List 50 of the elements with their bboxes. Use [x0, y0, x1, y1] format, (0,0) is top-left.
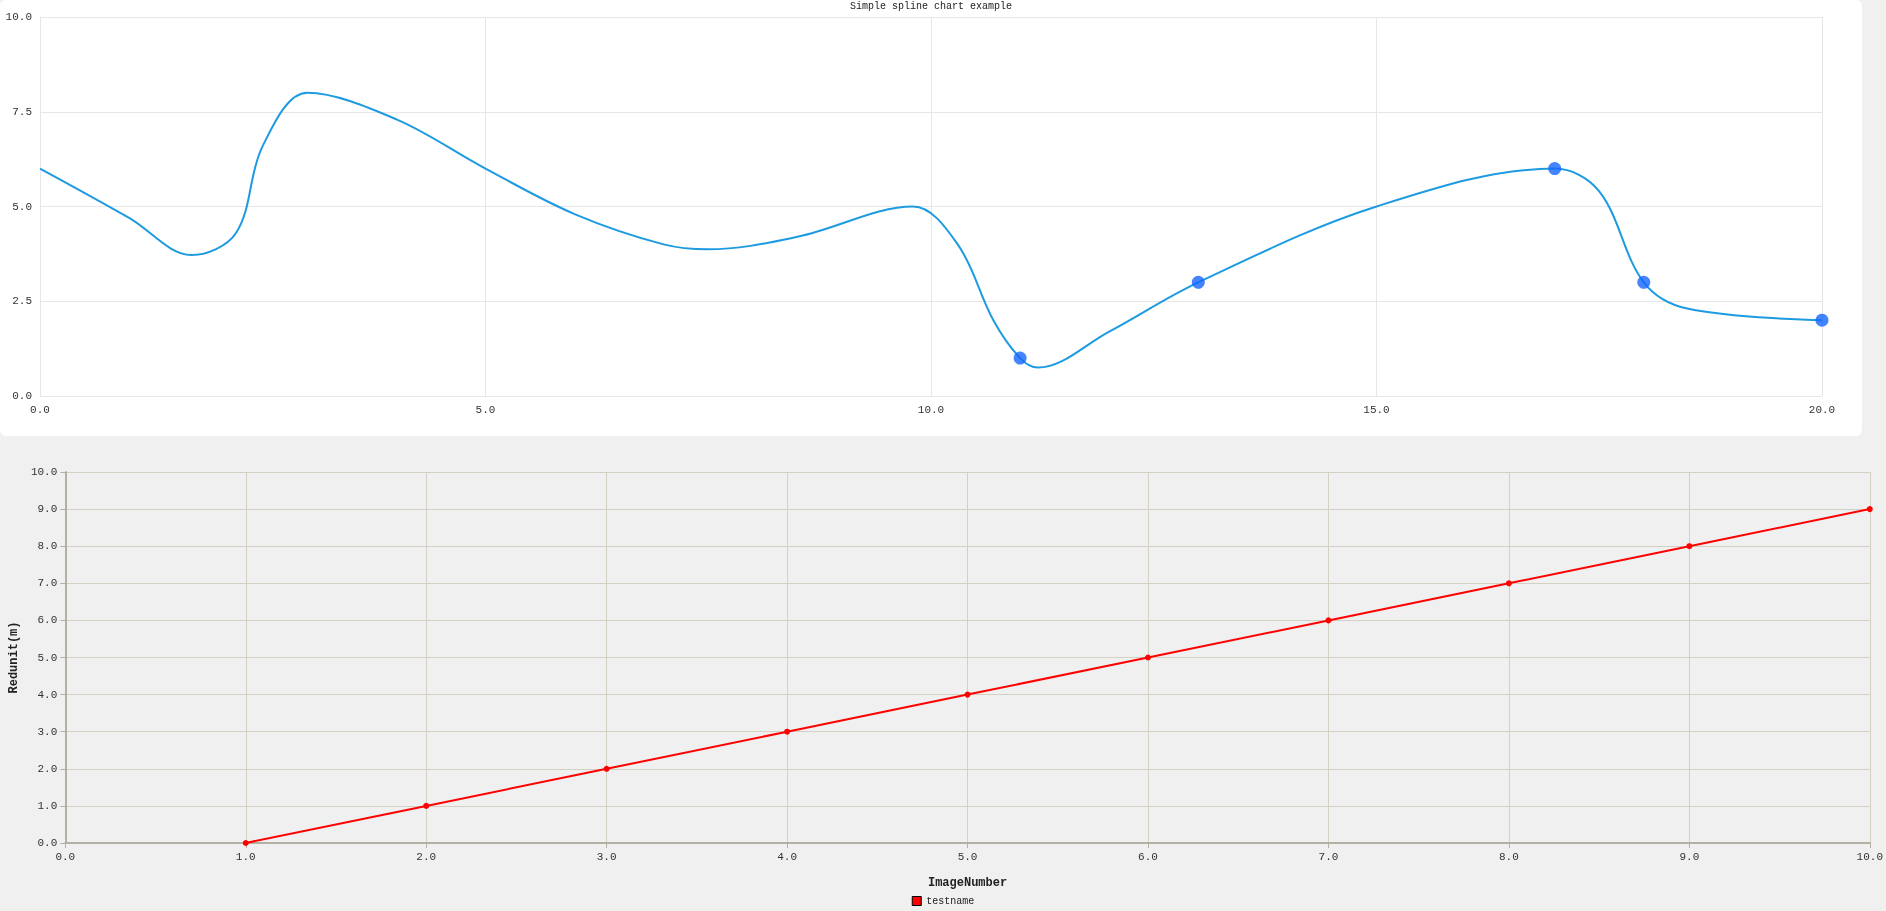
y-tick-label: 7.0 [37, 577, 58, 590]
chart-title: Simple spline chart example [849, 0, 1013, 12]
point [1686, 543, 1693, 550]
y-tick-label: 2.5 [12, 295, 32, 308]
y-tick-label: 7.5 [12, 105, 32, 118]
y-tick-label: 5.0 [12, 200, 32, 213]
x-tick-label: 10.0 [1856, 850, 1883, 863]
x-tick-label: 5.0 [475, 403, 496, 416]
y-tick-label: 3.0 [37, 725, 58, 738]
y-tick-label: 2.0 [37, 762, 58, 775]
point [1145, 654, 1151, 661]
y-axis-title: Redunit(m) [7, 621, 21, 694]
point [1013, 351, 1027, 365]
point [784, 728, 791, 735]
x-tick-label: 8.0 [1498, 850, 1519, 863]
point [1191, 275, 1205, 289]
y-tick-label: 10.0 [5, 11, 32, 23]
point [242, 840, 249, 846]
x-tick-label: 9.0 [1679, 850, 1700, 863]
x-tick-label: 3.0 [596, 850, 617, 863]
x-tick-label: 1.0 [235, 850, 256, 863]
point [964, 691, 971, 698]
point [423, 802, 430, 809]
point [1866, 506, 1873, 513]
point [1325, 617, 1332, 624]
point [1815, 313, 1829, 327]
x-tick-label: 2.0 [416, 850, 437, 863]
x-tick-label: 4.0 [777, 850, 798, 863]
point [1548, 162, 1562, 176]
x-tick-label: 0.0 [55, 850, 76, 863]
legend-label: testname [926, 895, 975, 907]
y-tick-label: 4.0 [37, 688, 58, 701]
x-axis-title: ImageNumber [927, 876, 1008, 890]
point [1505, 580, 1512, 587]
point [603, 765, 610, 772]
y-tick-label: 8.0 [37, 540, 58, 553]
x-tick-label: 20.0 [1808, 403, 1836, 416]
point [1637, 275, 1651, 289]
y-tick-label: 0.0 [12, 390, 32, 402]
x-tick-label: 10.0 [917, 403, 945, 416]
y-tick-label: 0.0 [37, 837, 58, 849]
y-tick-label: 1.0 [37, 799, 58, 812]
x-tick-label: 6.0 [1138, 850, 1158, 863]
y-tick-label: 10.0 [30, 466, 58, 478]
x-tick-label: 5.0 [957, 850, 978, 863]
x-tick-label: 7.0 [1318, 850, 1339, 863]
x-tick-label: 15.0 [1363, 403, 1390, 416]
y-tick-label: 5.0 [37, 651, 58, 664]
y-tick-label: 6.0 [37, 614, 58, 627]
y-tick-label: 9.0 [37, 503, 58, 516]
